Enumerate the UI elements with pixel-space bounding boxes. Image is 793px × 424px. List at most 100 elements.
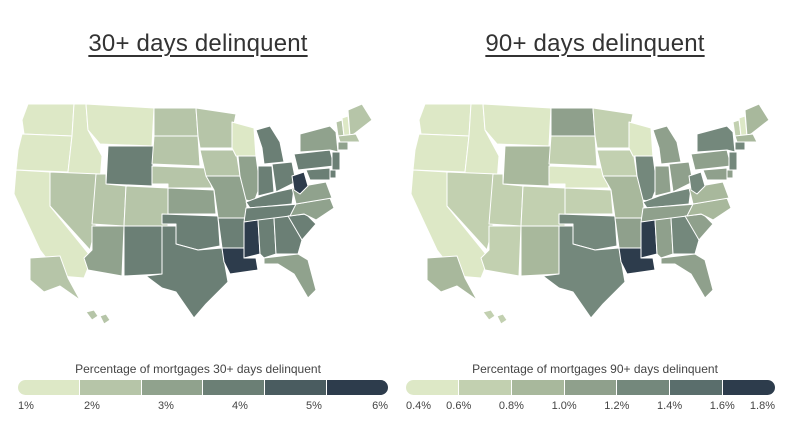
state-tx <box>542 225 626 319</box>
state-ct <box>337 141 349 151</box>
state-ak <box>29 255 81 301</box>
legend-tick: 1.2% <box>604 400 630 412</box>
state-co <box>520 185 566 227</box>
legend-segment <box>564 380 618 395</box>
state-wv <box>688 171 706 195</box>
state-wa <box>418 103 472 137</box>
legend-tick: 1.4% <box>657 400 683 412</box>
state-ma <box>337 133 361 143</box>
state-ks <box>564 187 614 215</box>
state-mn <box>592 107 634 149</box>
state-wy <box>502 145 552 187</box>
state-ks <box>167 187 217 215</box>
state-tx <box>145 225 229 319</box>
state-ne <box>548 165 610 189</box>
state-in <box>654 165 672 197</box>
state-wi <box>231 121 257 159</box>
legend-title: Percentage of mortgages 90+ days delinqu… <box>472 362 718 376</box>
legend-tick: 5% <box>306 400 322 412</box>
legend-segment <box>79 380 142 395</box>
legend-tick: 1.6% <box>709 400 735 412</box>
state-ak <box>426 255 478 301</box>
legend-segment <box>406 380 459 395</box>
us-choropleth-map <box>13 103 373 325</box>
legend-segment <box>617 380 671 395</box>
map-panel-30-days: 30+ days delinquent Percentage of mortga… <box>0 0 396 424</box>
state-ct <box>734 141 746 151</box>
state-ms <box>640 219 658 259</box>
state-wa <box>21 103 75 137</box>
state-ga <box>273 215 303 255</box>
legend-tick: 6% <box>372 400 388 412</box>
state-nm <box>520 225 560 277</box>
legend-segment <box>18 380 80 395</box>
legend-tick: 1% <box>18 400 34 412</box>
us-choropleth-map <box>410 103 770 325</box>
state-nj <box>331 151 341 171</box>
state-sd <box>548 135 598 167</box>
state-or <box>15 133 73 173</box>
legend-tick-labels: 0.4% 0.6% 0.8% 1.0% 1.2% 1.4% 1.6% 1.8% <box>406 400 775 414</box>
state-ia <box>596 149 638 177</box>
legend-segment <box>203 380 266 395</box>
state-ms <box>243 219 261 259</box>
legend-title: Percentage of mortgages 30+ days delinqu… <box>75 362 321 376</box>
legend-segment <box>723 380 775 395</box>
legend-segment <box>327 380 388 395</box>
state-wy <box>105 145 155 187</box>
state-ma <box>734 133 758 143</box>
legend-tick: 2% <box>84 400 100 412</box>
legend-tick: 0.6% <box>446 400 472 412</box>
state-ny <box>696 125 736 153</box>
state-mt <box>482 103 552 147</box>
state-mn <box>195 107 237 149</box>
state-mi <box>255 125 285 165</box>
state-md <box>305 167 331 181</box>
map-panel-90-days: 90+ days delinquent Percentage of mortga… <box>397 0 793 424</box>
state-al <box>654 217 674 259</box>
state-mt <box>85 103 155 147</box>
state-ia <box>199 149 241 177</box>
state-in <box>257 165 275 197</box>
state-ny <box>299 125 339 153</box>
legend-segment <box>511 380 565 395</box>
state-de <box>726 169 734 179</box>
legend-tick: 3% <box>158 400 174 412</box>
map-title: 30+ days delinquent <box>88 30 308 57</box>
state-me <box>744 103 770 137</box>
state-nd <box>550 107 596 137</box>
state-fl <box>660 253 714 299</box>
state-sd <box>151 135 201 167</box>
legend-tick: 1.8% <box>749 400 775 412</box>
legend-segment <box>141 380 204 395</box>
state-pa <box>293 149 335 171</box>
legend-tick-labels: 1% 2% 3% 4% 5% 6% <box>18 400 388 414</box>
state-ga <box>670 215 700 255</box>
legend-color-scale <box>406 380 775 395</box>
legend-tick: 0.8% <box>498 400 524 412</box>
legend-segment <box>265 380 328 395</box>
state-fl <box>263 253 317 299</box>
state-pa <box>690 149 732 171</box>
legend-tick: 1.0% <box>551 400 577 412</box>
state-wv <box>291 171 309 195</box>
state-me <box>347 103 373 137</box>
state-hi <box>482 309 508 325</box>
legend-color-scale <box>18 380 388 395</box>
state-wi <box>628 121 654 159</box>
legend-tick: 0.4% <box>406 400 432 412</box>
state-nm <box>123 225 163 277</box>
state-ne <box>151 165 213 189</box>
state-de <box>329 169 337 179</box>
state-co <box>123 185 169 227</box>
legend-segment <box>670 380 724 395</box>
legend-segment <box>458 380 512 395</box>
state-nj <box>728 151 738 171</box>
state-nd <box>153 107 199 137</box>
map-title: 90+ days delinquent <box>485 30 705 57</box>
legend-tick: 4% <box>232 400 248 412</box>
state-or <box>412 133 470 173</box>
state-md <box>702 167 728 181</box>
state-hi <box>85 309 111 325</box>
state-al <box>257 217 277 259</box>
